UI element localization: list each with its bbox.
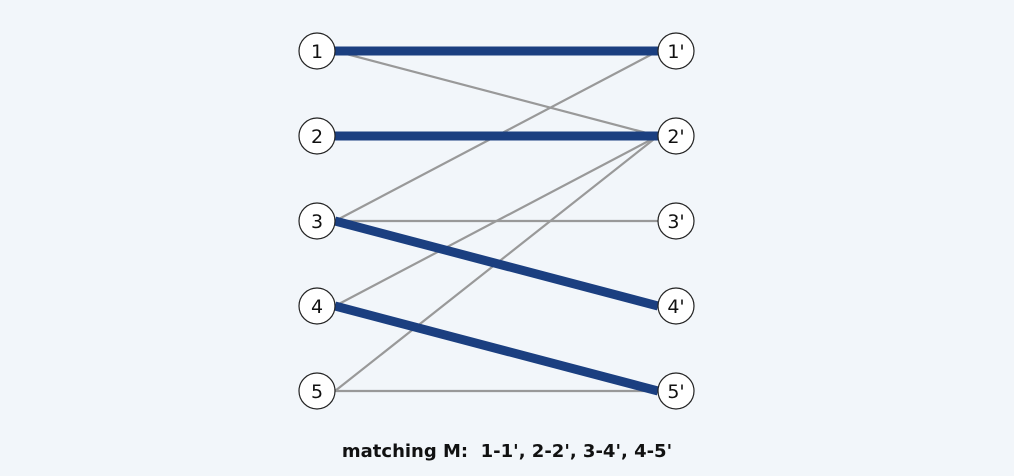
matching-caption: matching M: 1-1', 2-2', 3-4', 4-5': [341, 441, 673, 462]
nodes-layer: 1 2 3 4 5 1' 2' 3' 4' 5': [298, 32, 695, 410]
node-label: 1: [311, 41, 323, 63]
matched-edge-L3-R4: [333, 216, 660, 311]
node-R1: 1': [657, 32, 695, 70]
node-label: 5: [311, 381, 323, 403]
node-L5: 5: [298, 372, 336, 410]
edges-layer: [333, 46, 660, 396]
node-label: 4': [667, 296, 684, 318]
node-R3: 3': [657, 202, 695, 240]
node-label: 1': [667, 41, 684, 63]
node-circle: [298, 372, 336, 410]
node-L2: 2: [298, 117, 336, 155]
node-L4: 4: [298, 287, 336, 325]
node-circle: [657, 287, 695, 325]
node-R5: 5': [657, 372, 695, 410]
node-label: 3': [667, 211, 684, 233]
matched-edge-L4-R5: [333, 301, 660, 396]
node-label: 3: [311, 211, 323, 233]
node-label: 4: [311, 296, 323, 318]
node-circle: [298, 32, 336, 70]
node-label: 5': [667, 381, 684, 403]
node-label: 2: [311, 126, 323, 148]
bipartite-graph: 1 2 3 4 5 1' 2' 3' 4' 5': [298, 32, 695, 410]
node-circle: [657, 32, 695, 70]
node-circle: [657, 202, 695, 240]
node-label: 2': [667, 126, 684, 148]
node-circle: [657, 372, 695, 410]
node-circle: [298, 202, 336, 240]
node-circle: [298, 287, 336, 325]
node-circle: [298, 117, 336, 155]
node-R4: 4': [657, 287, 695, 325]
node-L1: 1: [298, 32, 336, 70]
node-R2: 2': [657, 117, 695, 155]
edge-L4-R2: [333, 134, 660, 308]
node-circle: [657, 117, 695, 155]
edge-L1-R2: [333, 49, 660, 138]
node-L3: 3: [298, 202, 336, 240]
